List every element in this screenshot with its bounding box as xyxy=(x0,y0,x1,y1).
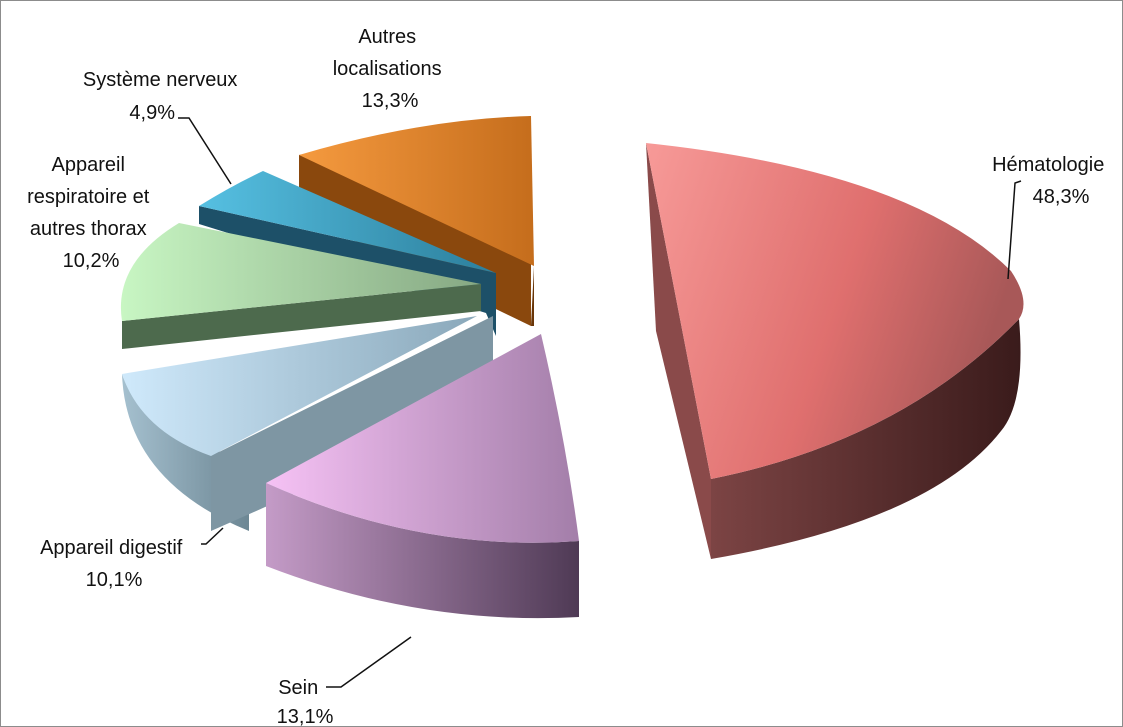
leader-line-hematologie xyxy=(1007,180,1022,280)
leader-line-nerveux xyxy=(178,117,232,185)
slice-systeme-nerveux xyxy=(199,171,496,336)
slice-sein xyxy=(266,334,579,619)
label-autres-localisations: Autres localisations 13,3% xyxy=(333,26,448,112)
label-systeme-nerveux: Système nerveux 4,9% xyxy=(83,69,243,124)
slice-appareil-respiratoire xyxy=(120,223,482,349)
leader-line-sein xyxy=(326,636,412,688)
leader-line-digestif xyxy=(201,527,224,545)
label-appareil-digestif: Appareil digestif 10,1% xyxy=(40,537,188,591)
label-sein: Sein 13,1% xyxy=(277,677,334,726)
label-appareil-respiratoire: Appareil respiratoire et autres thorax 1… xyxy=(27,154,155,272)
label-hematologie: Hématologie 48,3% xyxy=(992,154,1110,208)
slice-hematologie xyxy=(646,143,1024,559)
